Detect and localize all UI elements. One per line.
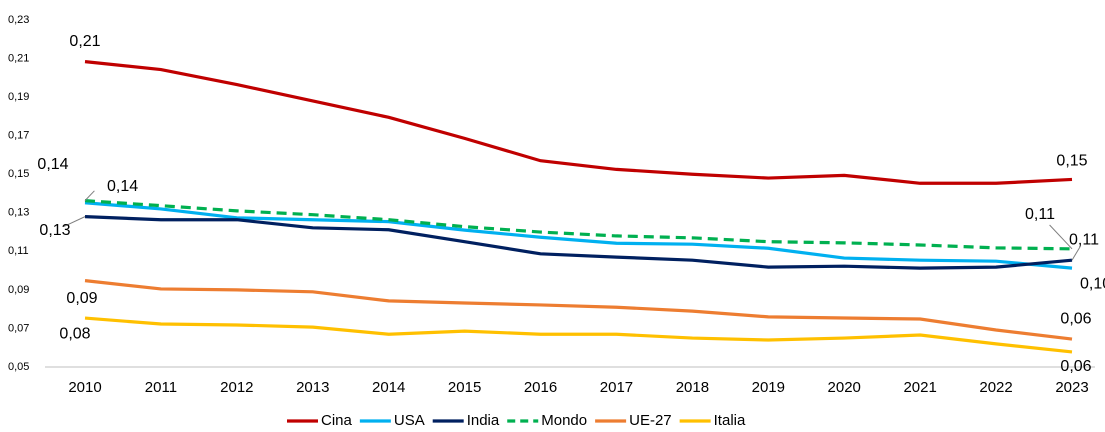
- x-tick-label: 2015: [448, 379, 481, 396]
- x-tick-label: 2011: [145, 379, 177, 396]
- x-tick-label: 2020: [828, 379, 861, 396]
- series-line: [84, 60, 1073, 185]
- leader-line: [1071, 245, 1081, 261]
- series-line: [84, 199, 1073, 251]
- x-tick-label: 2021: [903, 379, 936, 396]
- series-line: [84, 316, 1073, 354]
- data-label: 0,06: [1060, 358, 1091, 375]
- y-tick-label: 0,23: [8, 14, 29, 26]
- y-tick-label: 0,21: [8, 52, 29, 64]
- data-label: 0,14: [107, 178, 138, 195]
- x-tick-label: 2012: [220, 379, 253, 396]
- x-tick-label: 2018: [676, 379, 709, 396]
- data-label: 0,11: [1025, 206, 1055, 223]
- legend-label: UE-27: [629, 412, 672, 429]
- legend-label: Mondo: [541, 412, 587, 429]
- x-tick-label: 2016: [524, 379, 557, 396]
- y-tick-label: 0,15: [8, 168, 29, 180]
- leader-line: [84, 190, 95, 201]
- y-tick-label: 0,07: [8, 322, 29, 334]
- series-line: [84, 279, 1073, 341]
- data-label: 0,21: [69, 33, 100, 50]
- x-tick-label: 2023: [1055, 379, 1088, 396]
- x-tick-label: 2022: [979, 379, 1012, 396]
- x-tick-label: 2017: [600, 379, 633, 396]
- x-tick-label: 2014: [372, 379, 405, 396]
- legend-label: Italia: [714, 412, 746, 429]
- data-label: 0,15: [1056, 153, 1087, 170]
- y-tick-label: 0,11: [8, 245, 29, 257]
- y-tick-label: 0,05: [8, 361, 29, 373]
- series-line: [84, 201, 1073, 270]
- y-tick-label: 0,19: [8, 91, 29, 103]
- y-tick-label: 0,13: [8, 207, 29, 219]
- y-tick-label: 0,09: [8, 284, 29, 296]
- legend-label: USA: [394, 412, 425, 429]
- y-tick-label: 0,17: [8, 130, 29, 142]
- leader-line: [63, 216, 86, 227]
- data-label: 0,13: [39, 222, 70, 239]
- x-tick-label: 2013: [296, 379, 329, 396]
- data-label: 0,14: [37, 156, 68, 173]
- x-tick-label: 2019: [752, 379, 785, 396]
- data-label: 0,09: [66, 290, 97, 307]
- legend-label: Cina: [321, 412, 353, 429]
- data-label: 0,08: [59, 325, 90, 342]
- legend-label: India: [467, 412, 500, 429]
- data-label: 0,06: [1060, 310, 1091, 327]
- data-label: 0,10: [1080, 275, 1105, 292]
- series-line: [84, 215, 1073, 270]
- data-label: 0,11: [1069, 231, 1099, 248]
- x-tick-label: 2010: [68, 379, 101, 396]
- leader-line: [1049, 224, 1073, 250]
